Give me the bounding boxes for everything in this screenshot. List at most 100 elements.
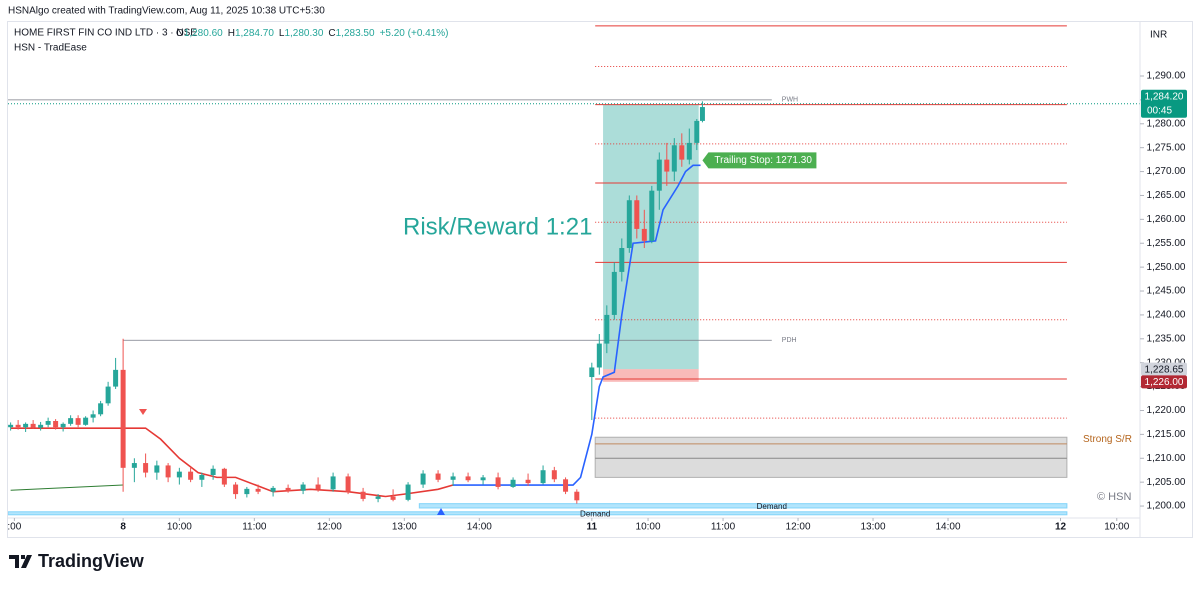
candle-body [641, 228, 647, 241]
candle-body [176, 471, 182, 478]
candle-body [596, 343, 602, 368]
price-tag-label: 1,226.00 [1145, 377, 1184, 388]
indicator: HSN - TradEase [14, 43, 87, 54]
price-tag-sub: 00:45 [1147, 105, 1172, 116]
candle-body [345, 476, 351, 492]
y-tick-label: 1,275.00 [1147, 142, 1186, 153]
trend-line [10, 427, 454, 498]
candle-body [75, 418, 81, 425]
credit: HSNAlgo created with TradingView.com, Au… [8, 6, 325, 17]
candle-body [53, 420, 59, 428]
y-tick-label: 1,270.00 [1147, 166, 1186, 177]
candle-body [540, 470, 546, 484]
ohlc-part: C [328, 28, 335, 39]
ohlc-part: +5.20 (+0.41%) [380, 28, 449, 39]
candle-body [60, 423, 66, 428]
candle-body [285, 487, 291, 491]
x-tick-label: 14:00 [936, 522, 961, 533]
candle-body [525, 479, 531, 484]
price-tag [1141, 89, 1187, 118]
watermark: © HSN [1097, 491, 1131, 503]
ref-label: PDH [782, 337, 797, 344]
candle-body [360, 491, 366, 499]
candle-body [38, 424, 44, 428]
x-tick-label: 12:00 [786, 522, 811, 533]
candle-body [495, 477, 501, 487]
candle-body [604, 314, 610, 344]
candle-body [113, 369, 119, 387]
candle-body [465, 476, 471, 481]
candle-body [120, 369, 126, 468]
candle-body [233, 484, 239, 495]
demand-zone [8, 511, 1068, 516]
candle-body [188, 471, 194, 480]
ohlc-part: H [228, 28, 235, 39]
candle-body [23, 423, 29, 428]
stop-zone [603, 369, 699, 382]
annotation: Risk/Reward 1:21 [403, 213, 592, 240]
candle-body [574, 491, 580, 501]
candle-body [199, 474, 205, 480]
sr-label: Strong S/R [1083, 434, 1132, 445]
candle-body [83, 417, 89, 425]
candle-body [98, 403, 104, 415]
trailing-stop-tag [702, 152, 817, 169]
candle-body [435, 473, 441, 480]
price-tag-label: 1,228.65 [1145, 364, 1184, 375]
price-tag [1141, 375, 1187, 389]
currency: INR [1150, 30, 1167, 41]
logo: TradingView [9, 551, 145, 571]
candle-body [390, 496, 396, 500]
candle-body [551, 470, 557, 480]
x-tick-label: 10:00 [1104, 522, 1129, 533]
ohlc-part: 1,284.70 [235, 28, 274, 39]
candle-body [300, 484, 306, 491]
sell-signal [139, 409, 147, 415]
ohlc-part: 1,283.50 [336, 28, 375, 39]
candle-body [480, 477, 486, 481]
chart-frame [7, 21, 1193, 538]
demand-label: Demand [757, 502, 787, 511]
candle-body [244, 488, 250, 495]
ohlc-part: L [279, 28, 285, 39]
candle-body [221, 468, 227, 485]
y-tick-label: 1,210.00 [1147, 453, 1186, 464]
candle-body [626, 200, 632, 249]
x-tick-label: 13:00 [392, 522, 417, 533]
candle-body [634, 200, 640, 229]
x-tick-label: 11:00 [711, 522, 736, 533]
candle-body [563, 479, 569, 492]
x-tick-label: 8 [120, 522, 126, 533]
candle-body [619, 248, 625, 272]
sr-zone [594, 436, 1068, 478]
x-tick-label: 10:00 [167, 522, 192, 533]
logo-mark [9, 555, 32, 568]
candle-body [15, 424, 21, 428]
price-tag-label: 1,284.20 [1145, 91, 1184, 102]
ref-label: PWH [782, 97, 798, 104]
ohlc-part: 1,280.60 [184, 28, 223, 39]
candle-body [210, 468, 216, 475]
y-tick-label: 1,245.00 [1147, 286, 1186, 297]
candle-body [375, 496, 381, 499]
plot: Demand Demand PWH PDH [8, 25, 1140, 518]
candle-body [656, 159, 662, 191]
ohlc-part: 1,280.30 [284, 28, 323, 39]
candle-body [679, 145, 685, 160]
y-tick-label: 1,235.00 [1147, 333, 1186, 344]
candle-body [611, 271, 617, 315]
candle-body [315, 484, 321, 490]
overlay: Trailing Stop: 1271.30 [702, 152, 817, 169]
candle-body [699, 107, 705, 121]
ohlc: O1,280.60 H1,284.70 L1,280.30 C1,283.50 +5.2… [176, 28, 449, 39]
candle-body [105, 386, 111, 404]
y-tick-label: 1,205.00 [1147, 477, 1186, 488]
ohlc-part: O [176, 28, 184, 39]
y-tick-label: 1,280.00 [1147, 118, 1186, 129]
y-tick-label: 1,290.00 [1147, 71, 1186, 82]
candle-body [694, 120, 700, 143]
candle-body [270, 487, 276, 492]
candle-body [330, 476, 336, 490]
